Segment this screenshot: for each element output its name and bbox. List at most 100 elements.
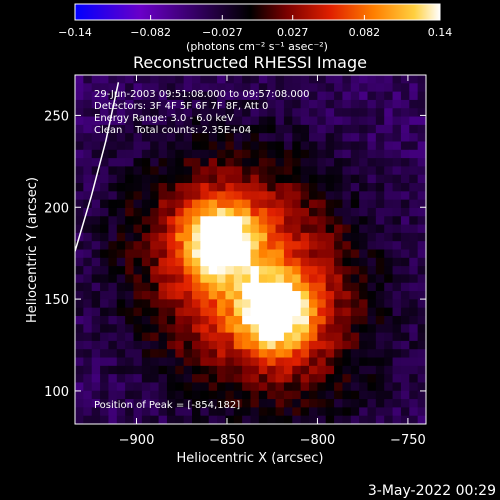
- heatmap-cell: [267, 199, 277, 209]
- heatmap-cell: [359, 332, 369, 342]
- heatmap-cell: [183, 324, 193, 334]
- heatmap-cell: [158, 374, 168, 384]
- heatmap-cell: [183, 282, 193, 292]
- heatmap-cell: [292, 407, 302, 417]
- heatmap-cell: [258, 282, 268, 292]
- heatmap-cell: [417, 75, 426, 84]
- heatmap-cell: [200, 324, 210, 334]
- heatmap-cell: [334, 91, 344, 101]
- heatmap-cell: [175, 216, 185, 226]
- heatmap-cell: [258, 340, 268, 350]
- heatmap-cell: [175, 224, 185, 234]
- heatmap-cell: [334, 149, 344, 159]
- heatmap-cell: [292, 282, 302, 292]
- heatmap-cell: [133, 291, 143, 300]
- heatmap-cell: [108, 257, 118, 267]
- heatmap-cell: [242, 274, 252, 284]
- heatmap-cell: [350, 324, 360, 334]
- heatmap-cell: [334, 365, 344, 375]
- heatmap-cell: [158, 349, 168, 359]
- colorbar-tick-label: 0.14: [428, 26, 453, 39]
- heatmap-cell: [367, 307, 377, 317]
- heatmap-cell: [166, 141, 176, 151]
- heatmap-cell: [409, 407, 419, 417]
- heatmap-cell: [116, 307, 126, 317]
- heatmap-cell: [283, 199, 293, 209]
- heatmap-cell: [150, 340, 160, 350]
- heatmap-cell: [217, 282, 227, 292]
- heatmap-cell: [225, 199, 235, 209]
- heatmap-cell: [91, 83, 101, 93]
- heatmap-cell: [375, 216, 385, 226]
- heatmap-cell: [192, 75, 201, 84]
- heatmap-cell: [141, 257, 151, 267]
- heatmap-cell: [267, 390, 277, 400]
- heatmap-cell: [384, 324, 394, 334]
- heatmap-cell: [116, 241, 126, 251]
- heatmap-cell: [359, 174, 369, 184]
- heatmap-cell: [200, 399, 210, 408]
- heatmap-cell: [384, 315, 394, 325]
- heatmap-cell: [125, 216, 135, 226]
- heatmap-cell: [342, 332, 352, 342]
- heatmap-cell: [317, 266, 327, 276]
- heatmap-cell: [133, 191, 143, 201]
- heatmap-cell: [225, 133, 235, 143]
- heatmap-cell: [267, 149, 277, 159]
- heatmap-cell: [150, 174, 160, 184]
- heatmap-cell: [292, 299, 302, 309]
- heatmap-cell: [125, 257, 135, 267]
- heatmap-cell: [150, 399, 160, 408]
- heatmap-cell: [217, 199, 227, 209]
- heatmap-cell: [116, 158, 126, 168]
- heatmap-cell: [108, 199, 118, 209]
- heatmap-cell: [158, 191, 168, 201]
- heatmap-cell: [275, 299, 285, 309]
- heatmap-cell: [325, 166, 335, 176]
- heatmap-cell: [91, 365, 101, 375]
- heatmap-cell: [309, 315, 318, 325]
- heatmap-cell: [75, 191, 84, 201]
- heatmap-cell: [183, 75, 193, 84]
- heatmap-cell: [225, 158, 235, 168]
- heatmap-cell: [175, 307, 185, 317]
- heatmap-cell: [275, 324, 285, 334]
- heatmap-cell: [150, 315, 160, 325]
- heatmap-cell: [375, 266, 385, 276]
- heatmap-cell: [116, 415, 126, 424]
- heatmap-cell: [141, 357, 151, 367]
- heatmap-cell: [267, 158, 277, 168]
- heatmap-cell: [417, 99, 426, 109]
- heatmap-cell: [283, 374, 293, 384]
- heatmap-cell: [158, 415, 168, 424]
- heatmap-cell: [250, 108, 260, 118]
- heatmap-cell: [233, 332, 243, 342]
- heatmap-cell: [384, 257, 394, 267]
- heatmap-cell: [91, 390, 101, 400]
- heatmap-cell: [267, 307, 277, 317]
- heatmap-cell: [342, 340, 352, 350]
- heatmap-cell: [258, 207, 268, 217]
- heatmap-cell: [317, 399, 327, 408]
- heatmap-cell: [100, 241, 110, 251]
- heatmap-cell: [150, 149, 160, 159]
- heatmap-cell: [350, 291, 360, 300]
- heatmap-cell: [225, 149, 235, 159]
- heatmap-cell: [400, 216, 410, 226]
- heatmap-cell: [317, 99, 327, 109]
- heatmap-cell: [208, 257, 218, 267]
- heatmap-cell: [75, 241, 84, 251]
- heatmap-cell: [116, 299, 126, 309]
- heatmap-cell: [175, 99, 185, 109]
- heatmap-cell: [133, 374, 143, 384]
- heatmap-cell: [367, 257, 377, 267]
- heatmap-cell: [225, 166, 235, 176]
- heatmap-cell: [208, 399, 218, 408]
- heatmap-cell: [292, 158, 302, 168]
- heatmap-cell: [116, 207, 126, 217]
- heatmap-cell: [250, 407, 260, 417]
- heatmap-cell: [141, 174, 151, 184]
- heatmap-cell: [267, 174, 277, 184]
- heatmap-cell: [192, 99, 201, 109]
- heatmap-cell: [375, 124, 385, 134]
